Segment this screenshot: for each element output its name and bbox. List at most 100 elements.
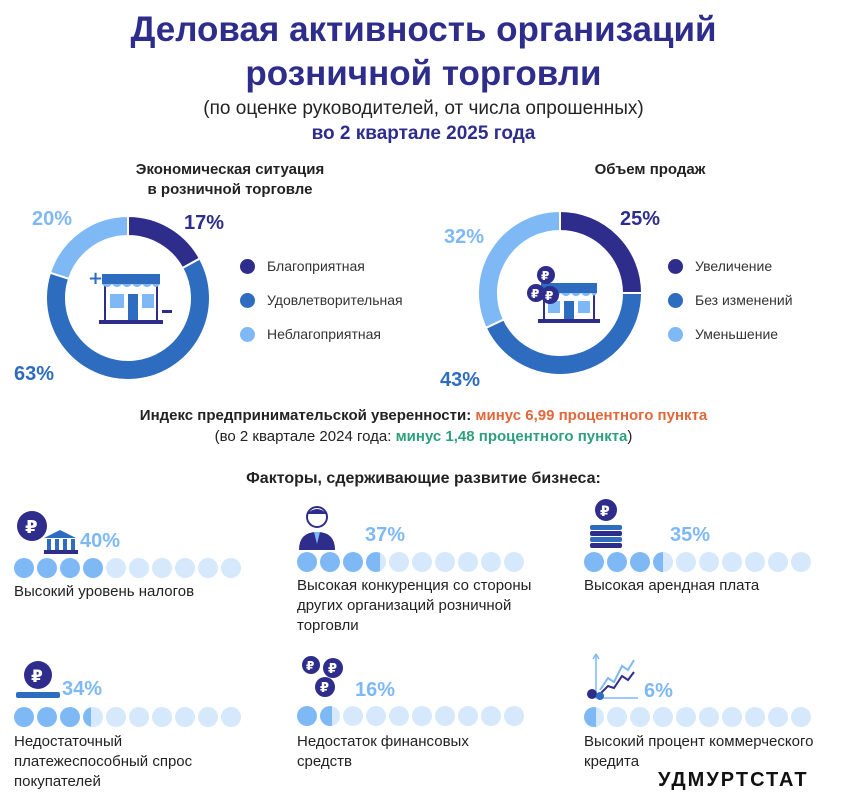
factor-credit: 6% Высокий процент коммерческого кредита [584, 652, 813, 770]
legend-swatch-dark [240, 258, 255, 274]
legend-swatch-light [240, 326, 255, 342]
factor-label-line: Высокая арендная плата [584, 577, 760, 594]
legend-swatch-mid [240, 292, 255, 308]
confidence-index-prev: (во 2 квартале 2024 года: минус 1,48 про… [0, 428, 847, 445]
confidence-index-value: минус 6,99 процентного пункта [475, 407, 708, 424]
confidence-index: Индекс предпринимательской уверенности: … [0, 407, 847, 424]
chart1-slice-2 [48, 214, 129, 281]
legend-label: Уменьшение [695, 326, 779, 342]
factor-dot [481, 552, 501, 572]
svg-text:₽: ₽ [306, 659, 314, 673]
factor-dot [768, 552, 788, 572]
chart2-label-nochange: 43% [440, 369, 481, 391]
factor-dot [297, 706, 317, 726]
shop-coins-icon: ₽ ₽ ₽ [527, 266, 600, 323]
factor-dot [366, 552, 386, 572]
chart1-title: Экономическая ситуация в розничной торго… [70, 160, 390, 200]
chart2-title-line1: Объем продаж [594, 161, 706, 178]
factor-pct: 6% [644, 680, 673, 702]
factor-dot [412, 706, 432, 726]
factor-dot [504, 552, 524, 572]
factor-dot [343, 552, 363, 572]
factor-dot [389, 706, 409, 726]
factor-label-line: Высокий процент коммерческого [584, 733, 814, 750]
legend-label: Удовлетворительная [267, 292, 403, 308]
factor-dot [106, 707, 126, 727]
factor-dot [699, 552, 719, 572]
chart1-title-line2: в розничной торговле [147, 181, 313, 198]
factor-dot [221, 707, 241, 727]
confidence-index-prev-value: минус 1,48 процентного пункта [395, 428, 628, 445]
factor-dot [584, 707, 604, 727]
chart1-label-satisfactory: 63% [14, 363, 55, 385]
factor-dots [297, 706, 524, 726]
shop-plus-minus-icon: + [88, 268, 172, 324]
factor-dots [14, 707, 241, 727]
legend-item: Благоприятная [240, 256, 403, 276]
chart2-slice-2 [477, 209, 561, 330]
confidence-index-prev-label: (во 2 квартале 2024 года: [214, 428, 392, 445]
factor-dot [745, 707, 765, 727]
factor-label: Высокая арендная плата [584, 576, 834, 596]
factor-dot [653, 552, 673, 572]
legend-swatch-light [668, 326, 683, 342]
svg-text:₽: ₽ [320, 681, 329, 696]
legend-label: Без изменений [695, 292, 793, 308]
factor-label-line: других организаций розничной [297, 597, 512, 614]
factor-label: Высокий процент коммерческого кредита [584, 732, 844, 772]
factor-dot [699, 707, 719, 727]
svg-text:₽: ₽ [328, 662, 337, 677]
factor-dot [198, 558, 218, 578]
factor-dot [175, 707, 195, 727]
page-title-line1: Деловая активность организаций [130, 10, 717, 49]
factor-dot [607, 552, 627, 572]
legend-label: Благоприятная [267, 258, 365, 274]
factor-dot [14, 707, 34, 727]
ruble-coin-stack-icon: ₽ [590, 499, 622, 548]
legend-swatch-mid [668, 292, 683, 308]
factor-label-line: торговли [297, 617, 359, 634]
factor-dot [83, 707, 103, 727]
chart2-donut: ₽ ₽ ₽ [477, 209, 644, 376]
svg-text:₽: ₽ [25, 517, 38, 538]
factor-dot [37, 558, 57, 578]
factor-dot [221, 558, 241, 578]
factor-dot [320, 552, 340, 572]
factor-dot [389, 552, 409, 572]
legend-item: Неблагоприятная [240, 324, 403, 344]
ruble-coins-icon: ₽ ₽ ₽ [302, 656, 343, 697]
factor-dot [791, 552, 811, 572]
factor-label-line: Недостаточный [14, 733, 123, 750]
factor-dot [768, 707, 788, 727]
factor-pct: 34% [62, 678, 103, 700]
legend-item: Без изменений [668, 290, 793, 310]
chart2-legend: Увеличение Без изменений Уменьшение [668, 256, 793, 344]
factors-title: Факторы, сдерживающие развитие бизнеса: [246, 470, 601, 487]
factor-label-line: Недостаток финансовых [297, 733, 469, 750]
factor-dot [14, 558, 34, 578]
legend-item: Удовлетворительная [240, 290, 403, 310]
factor-dots [584, 552, 811, 572]
factor-dot [653, 707, 673, 727]
factor-dot [106, 558, 126, 578]
chart1-title-line1: Экономическая ситуация [135, 161, 325, 178]
chart1-donut: + [45, 214, 211, 381]
chart1-label-unfavorable: 20% [32, 208, 73, 230]
factor-label: Недостаточный платежеспособный спрос пок… [14, 732, 274, 792]
legend-item: Уменьшение [668, 324, 793, 344]
factor-taxes: ₽ 40% Высокий уровень налогов [14, 510, 241, 600]
factor-dot [435, 552, 455, 572]
factor-label-line: кредита [584, 753, 640, 770]
factor-dot [607, 707, 627, 727]
period: во 2 квартале 2025 года [311, 123, 536, 144]
factor-dot [129, 558, 149, 578]
factor-dot [37, 707, 57, 727]
factor-rent: ₽ 35% Высокая арендная плата [584, 498, 811, 594]
factor-dots [584, 707, 811, 727]
factor-pct: 35% [670, 524, 711, 546]
confidence-index-label: Индекс предпринимательской уверенности: [139, 407, 472, 424]
factor-label-line: средств [297, 753, 352, 770]
factor-label-line: покупателей [14, 773, 101, 790]
chart1-slice-1 [45, 257, 211, 381]
factor-dot [630, 552, 650, 572]
